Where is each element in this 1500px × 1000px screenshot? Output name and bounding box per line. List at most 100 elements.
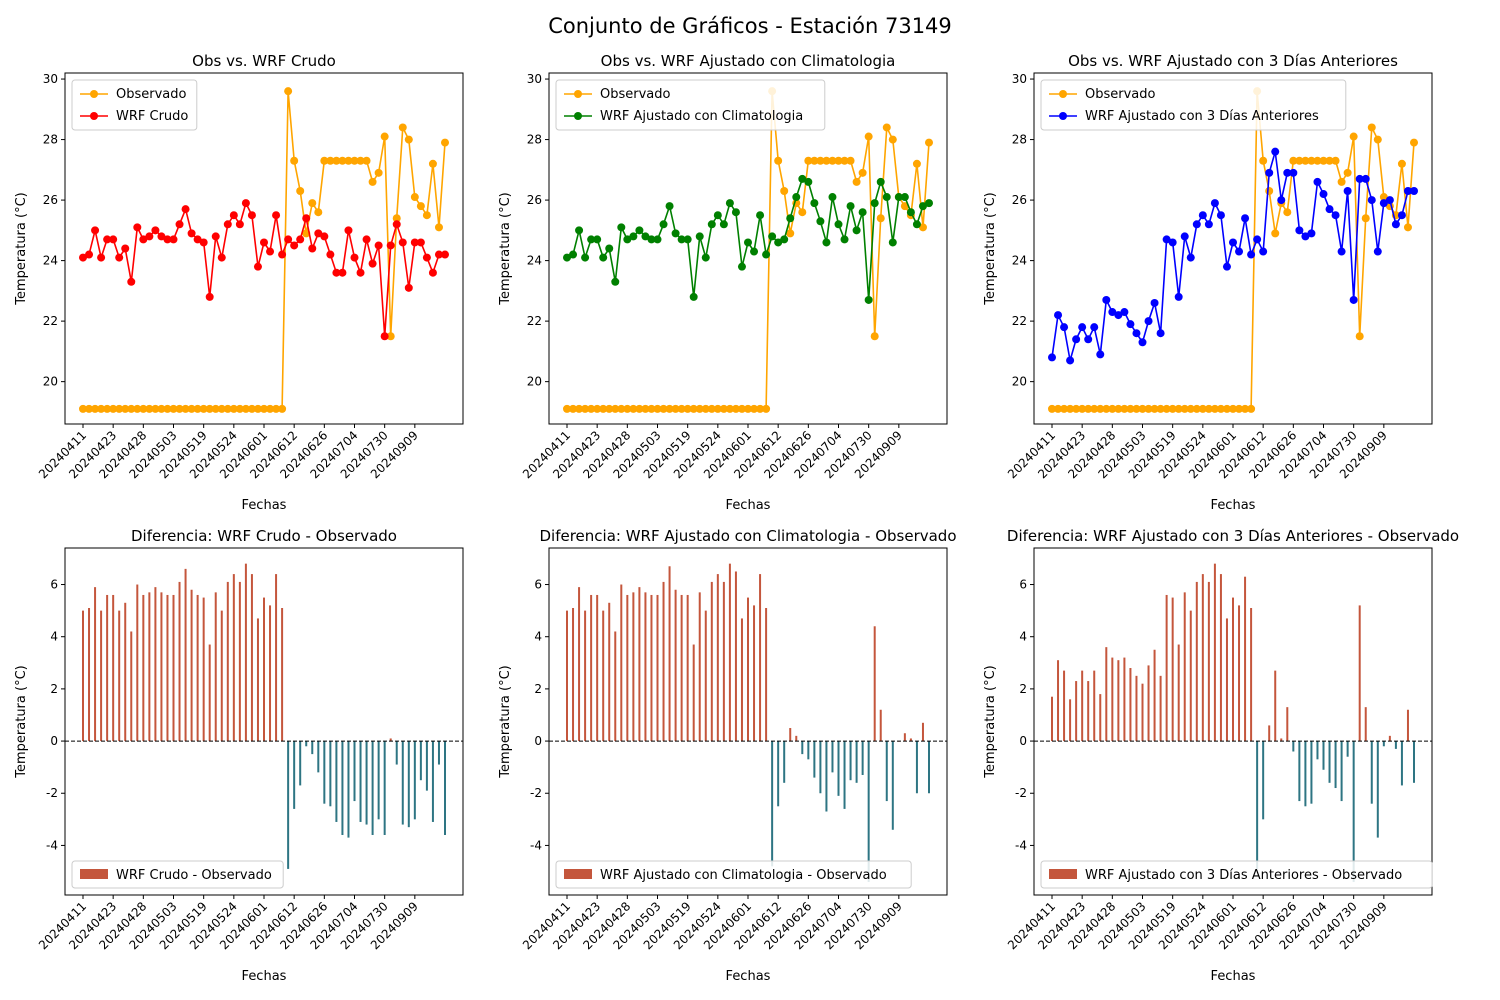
x-axis-label: Fechas: [1211, 498, 1256, 513]
data-point: [737, 262, 746, 271]
bar: [879, 709, 882, 742]
bar: [807, 741, 810, 760]
data-point: [157, 232, 166, 241]
data-point: [563, 253, 571, 262]
data-point: [1192, 220, 1201, 229]
y-tick-label: -2: [1015, 786, 1027, 800]
bar: [1232, 597, 1234, 742]
bar: [305, 741, 308, 747]
bar: [1310, 741, 1313, 804]
data-point: [266, 247, 275, 256]
data-point: [121, 244, 130, 253]
series-group: [563, 87, 933, 413]
data-point: [774, 156, 783, 165]
data-point: [217, 404, 226, 413]
data-point: [422, 211, 431, 220]
data-point: [744, 404, 752, 413]
bar: [1141, 683, 1144, 742]
bar: [825, 741, 828, 812]
bar: [1153, 649, 1156, 742]
data-point: [410, 193, 419, 202]
y-tick-label: 6: [534, 578, 542, 592]
data-point: [1096, 404, 1105, 413]
bar: [232, 574, 235, 742]
data-point: [1144, 404, 1153, 413]
bar: [837, 741, 840, 796]
data-point: [1054, 311, 1063, 320]
bar: [849, 741, 852, 781]
data-point: [1307, 229, 1316, 238]
data-point: [229, 211, 238, 220]
bar: [771, 741, 774, 867]
data-point: [272, 211, 281, 220]
data-point: [1048, 353, 1056, 362]
bar: [1376, 741, 1379, 838]
data-point: [894, 193, 903, 202]
data-point: [635, 226, 644, 235]
data-point: [834, 156, 843, 165]
data-point: [623, 235, 632, 244]
data-point: [659, 220, 668, 229]
data-point: [416, 202, 425, 211]
bar: [323, 741, 326, 804]
data-point: [822, 238, 831, 247]
data-point: [428, 159, 437, 168]
data-point: [731, 404, 740, 413]
bar: [148, 592, 151, 742]
bar: [293, 741, 296, 809]
data-point: [750, 404, 759, 413]
bar: [365, 741, 368, 825]
bar: [650, 594, 653, 742]
legend-label: Observado: [1085, 87, 1156, 102]
data-point: [1162, 235, 1171, 244]
subplot-title: Diferencia: WRF Crudo - Observado: [131, 527, 397, 545]
bar: [1262, 741, 1265, 820]
subplot-title: Obs vs. WRF Ajustado con 3 Días Anterior…: [1068, 52, 1398, 70]
data-point: [816, 156, 825, 165]
data-point: [774, 238, 783, 247]
data-point: [1096, 350, 1105, 359]
bar: [1057, 660, 1060, 742]
bar: [680, 594, 683, 742]
bar: [1165, 594, 1168, 742]
data-point: [713, 211, 722, 220]
bar: [94, 587, 97, 742]
data-point: [247, 211, 256, 220]
data-point: [374, 241, 383, 250]
data-point: [575, 226, 584, 235]
bar: [1413, 741, 1415, 783]
data-point: [1144, 317, 1153, 326]
data-point: [1349, 132, 1358, 141]
bar: [1244, 576, 1247, 742]
legend-label: Observado: [116, 87, 187, 102]
data-point: [617, 223, 626, 232]
data-point: [719, 404, 728, 413]
legend-marker: [1059, 90, 1067, 98]
y-tick-label: 24: [43, 254, 58, 268]
y-tick-label: 30: [527, 72, 542, 86]
bar: [674, 589, 677, 742]
data-point: [611, 277, 620, 286]
bar: [1364, 707, 1367, 742]
bar: [238, 581, 241, 742]
data-point: [1259, 156, 1268, 165]
data-point: [278, 404, 287, 413]
bar: [686, 594, 689, 742]
bar: [740, 618, 743, 742]
data-point: [1403, 223, 1412, 232]
bar: [783, 741, 786, 783]
y-tick-label: 30: [43, 72, 58, 86]
data-point: [1132, 404, 1141, 413]
data-point: [320, 156, 329, 165]
bar: [353, 741, 356, 802]
data-point: [912, 159, 921, 168]
data-point: [350, 156, 359, 165]
series-group: [79, 87, 449, 413]
x-axis-label: Fechas: [726, 969, 771, 984]
y-tick-label: 2: [534, 682, 542, 696]
legend-box: [1040, 860, 1433, 889]
data-point: [416, 238, 425, 247]
bar: [160, 592, 163, 742]
data-point: [169, 235, 178, 244]
data-point: [1072, 404, 1081, 413]
